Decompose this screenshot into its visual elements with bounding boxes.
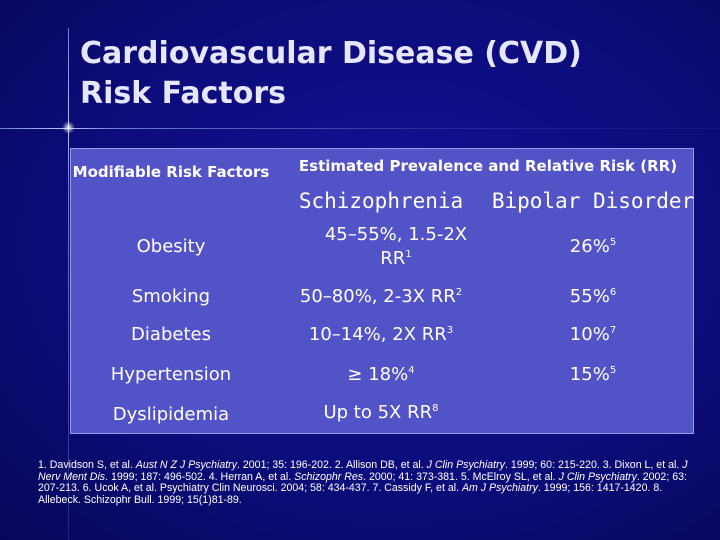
cell-dyslipidemia-schizophrenia: Up to 5X RR8 [281, 401, 481, 425]
ref-text: . 1999; 156: 1417-1420. 8. Allebeck. Sch… [38, 482, 663, 506]
ref-journal: Am J Psychiatry [461, 482, 538, 495]
reference-superscript: 1 [405, 249, 412, 260]
reference-superscript: 2 [455, 287, 463, 298]
cell-hypertension-bipolar: 15%5 [491, 363, 695, 387]
value-text: 26% [569, 236, 610, 257]
cell-obesity-schizophrenia: 45–55%, 1.5-2X RR1 [321, 223, 471, 271]
header-modifiable-risk-factors: Modifiable Risk Factors [72, 163, 270, 181]
value-text: 10–14%, 2X RR [308, 324, 447, 345]
title-line-2: Risk Factors [80, 76, 287, 111]
sparkle-icon [62, 121, 75, 134]
reference-superscript: 8 [432, 403, 439, 414]
reference-superscript: 3 [446, 325, 454, 336]
decorative-horizontal-line [0, 128, 720, 129]
header-schizophrenia: Schizophrenia [298, 189, 464, 213]
cell-obesity-bipolar: 26%5 [491, 235, 695, 259]
header-bipolar-disorder: Bipolar Disorder [491, 189, 695, 213]
row-label-obesity: Obesity [136, 236, 206, 257]
reference-superscript: 7 [609, 325, 617, 336]
ref-text: . 1999; 60: 215-220. 3. Dixon L, et al. [504, 459, 683, 471]
cell-smoking-bipolar: 55%6 [491, 285, 695, 309]
decorative-vertical-line [68, 28, 69, 540]
value-text: 10% [569, 324, 610, 345]
ref-text: 1. Davidson S, et al. [38, 459, 136, 471]
reference-superscript: 4 [408, 365, 415, 376]
title-line-1: Cardiovascular Disease (CVD) [80, 36, 582, 71]
row-label-hypertension: Hypertension [110, 364, 232, 385]
reference-superscript: 5 [609, 365, 617, 376]
value-text: ≥ 18% [347, 364, 409, 385]
value-text: 15% [569, 364, 610, 385]
slide-title: Cardiovascular Disease (CVD) Risk Factor… [80, 34, 582, 114]
row-label-smoking: Smoking [131, 286, 211, 307]
ref-text: . 2002; 63: 207-213. 6. Ucok A, et al. P… [38, 470, 687, 495]
ref-text: . 2001; 35: 196-202. 2. Allison DB, et a… [237, 459, 427, 471]
cell-diabetes-bipolar: 10%7 [491, 323, 695, 347]
row-label-diabetes: Diabetes [131, 324, 211, 345]
ref-journal: J Nerv Ment Dis [38, 459, 688, 483]
value-text: 55% [569, 286, 610, 307]
row-label-dyslipidemia: Dyslipidemia [112, 404, 230, 425]
ref-journal: Aust N Z J Psychiatry [135, 459, 238, 471]
risk-factor-table: Modifiable Risk Factors Estimated Preval… [70, 148, 694, 434]
value-text: Up to 5X RR [323, 402, 433, 423]
cell-diabetes-schizophrenia: 10–14%, 2X RR3 [281, 323, 481, 347]
cell-hypertension-schizophrenia: ≥ 18%4 [281, 363, 481, 387]
ref-text: . 2000; 41: 373-381. 5. McElroy SL, et a… [363, 470, 559, 483]
ref-journal: Schizophr Res [294, 470, 364, 483]
value-text: 45–55%, 1.5-2X RR [324, 224, 468, 269]
value-text: 50–80%, 2-3X RR [299, 286, 456, 307]
reference-superscript: 6 [609, 287, 617, 298]
references-footnote: 1. Davidson S, et al. Aust N Z J Psychia… [38, 459, 692, 506]
reference-superscript: 5 [609, 237, 617, 248]
header-estimated-prevalence: Estimated Prevalence and Relative Risk (… [298, 157, 678, 175]
ref-text: . 1999; 187: 496-502. 4. Herran A, et al… [105, 470, 295, 483]
cell-smoking-schizophrenia: 50–80%, 2-3X RR2 [281, 285, 481, 309]
ref-journal: J Clin Psychiatry [558, 470, 637, 483]
ref-journal: J Clin Psychiatry [426, 459, 505, 471]
